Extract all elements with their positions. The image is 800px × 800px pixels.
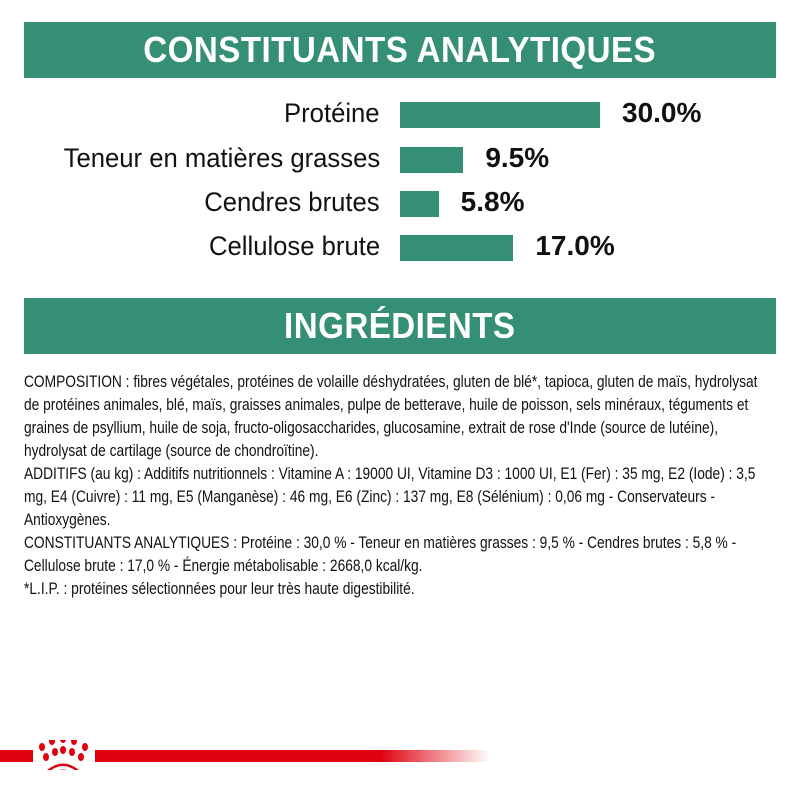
ingredients-text: COMPOSITION : fibres végétales, protéine… [24,371,776,601]
constituents-text: CONSTITUANTS ANALYTIQUES : Protéine : 30… [24,534,737,575]
additives-text: ADDITIFS (au kg) : Additifs nutritionnel… [24,465,756,529]
red-line-left [0,750,33,762]
bar-label: Cellulose brute [208,231,380,261]
bar [400,235,514,261]
composition-text: COMPOSITION : fibres végétales, protéine… [24,373,758,460]
bar [400,191,439,217]
bar-value-label: 9.5% [485,142,550,173]
ingredients-header: INGRÉDIENTS [24,298,776,354]
bar-label: Protéine [284,98,380,128]
analytical-constituents-header: CONSTITUANTS ANALYTIQUES [24,22,776,78]
bar-value-label: 5.8% [460,186,525,217]
bar [400,102,600,128]
bar-value-label: 30.0% [622,97,702,128]
footnote-text: *L.I.P. : protéines sélectionnées pour l… [24,580,415,598]
header-title: INGRÉDIENTS [284,305,516,346]
bar-label: Cendres brutes [204,187,380,217]
bar-value-label: 17.0% [535,230,615,261]
bar-label: Teneur en matières grasses [63,143,380,173]
header-title: CONSTITUANTS ANALYTIQUES [143,29,657,70]
red-line-right [95,750,490,762]
constituents-bar-chart: Protéine 30.0% Teneur en matières grasses 9… [0,90,800,280]
bar [400,147,464,173]
royal-canin-crown-icon [39,740,88,770]
brand-footer [0,740,490,770]
